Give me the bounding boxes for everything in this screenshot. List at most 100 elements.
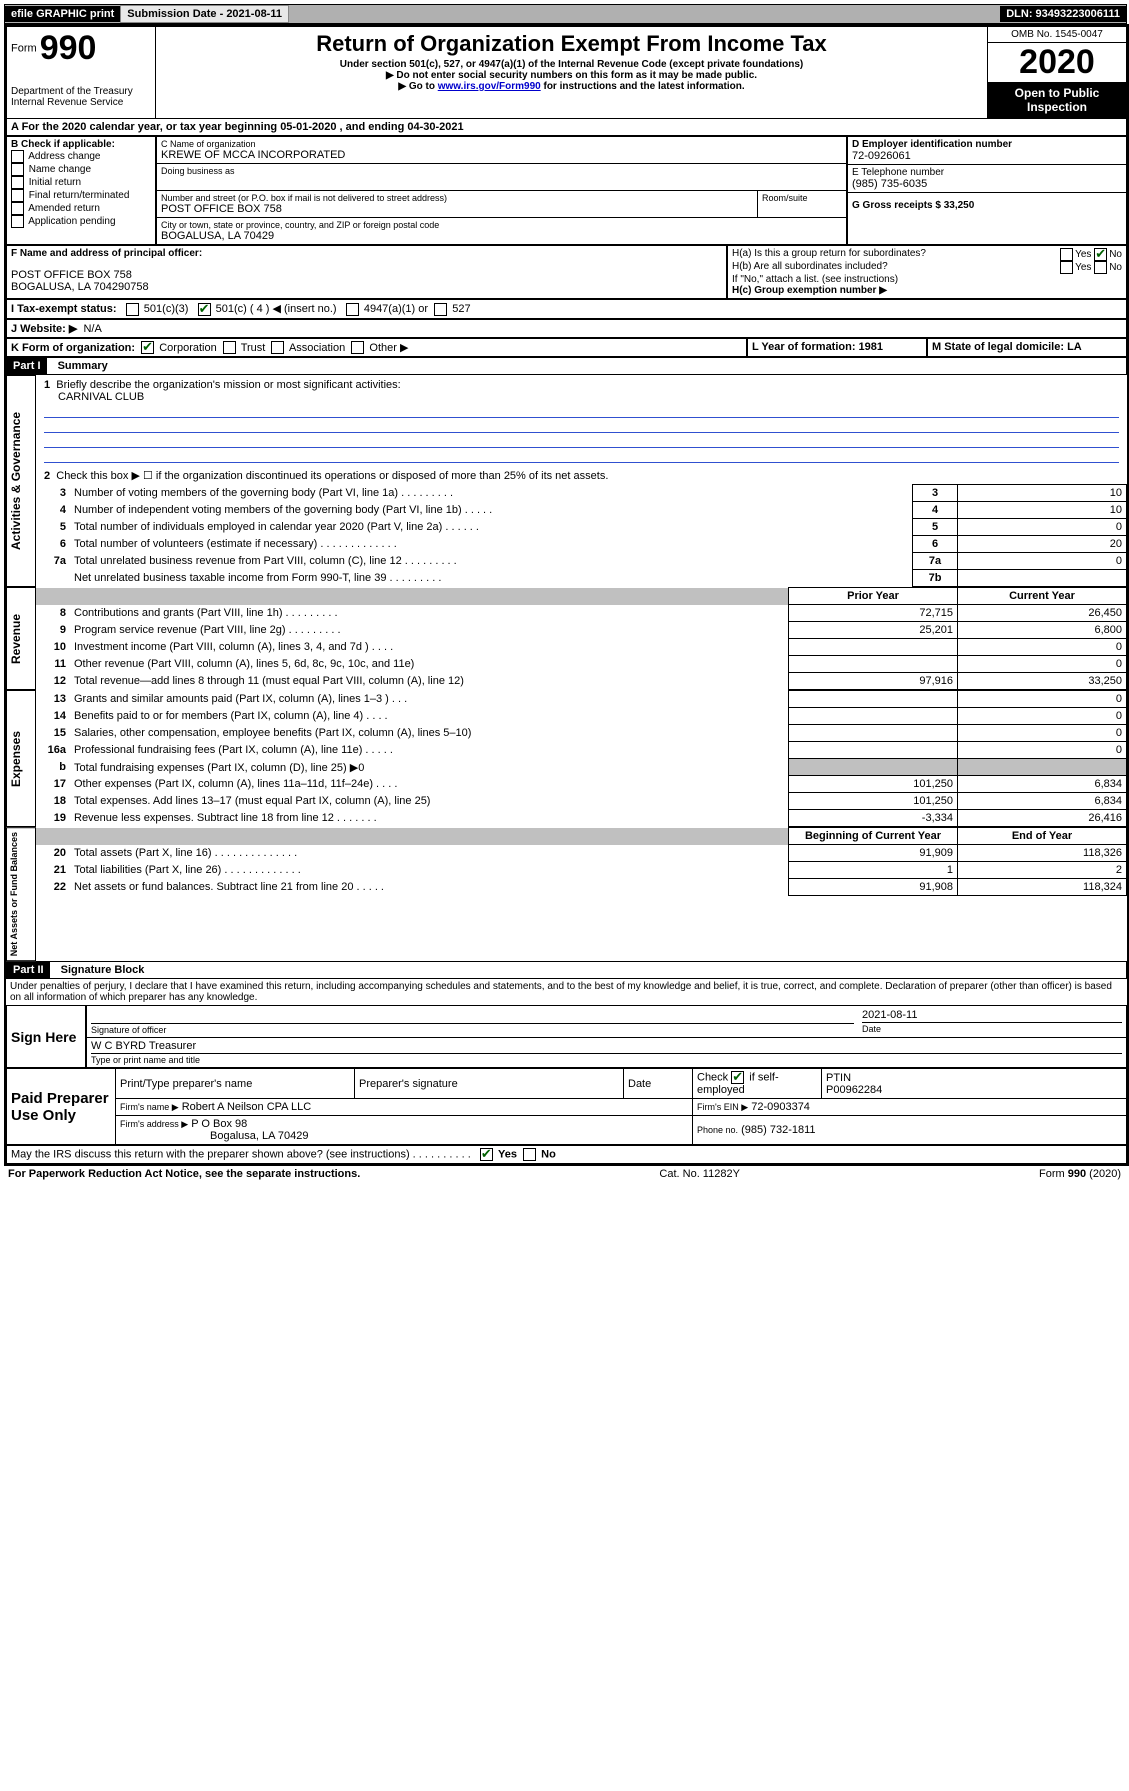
ein: 72-0926061 bbox=[852, 150, 1122, 162]
form-label: Form bbox=[11, 42, 37, 54]
col-print: Print/Type preparer's name bbox=[116, 1069, 355, 1099]
form-footer: Form 990 (2020) bbox=[1039, 1168, 1121, 1180]
date-label: Date bbox=[862, 1024, 1122, 1034]
h-note: If "No," attach a list. (see instruction… bbox=[732, 274, 1122, 285]
k-other[interactable] bbox=[351, 341, 364, 354]
city: BOGALUSA, LA 70429 bbox=[161, 230, 842, 242]
city-label: City or town, state or province, country… bbox=[161, 220, 842, 230]
note2-pre: ▶ Go to bbox=[398, 81, 437, 92]
period-a: A For the 2020 calendar year, or tax yea… bbox=[6, 119, 1127, 136]
b-opt[interactable] bbox=[11, 163, 24, 176]
officer-name: W C BYRD Treasurer bbox=[91, 1040, 1122, 1052]
l1-label: Briefly describe the organization's miss… bbox=[56, 379, 400, 391]
j-label: J Website: ▶ bbox=[11, 323, 77, 335]
l2: Check this box ▶ ☐ if the organization d… bbox=[56, 470, 608, 482]
l-year: L Year of formation: 1981 bbox=[747, 338, 927, 358]
side-exp: Expenses bbox=[6, 690, 36, 827]
part2-hdr: Part II bbox=[7, 962, 50, 978]
form-number: 990 bbox=[40, 29, 97, 67]
sig-date: 2021-08-11 bbox=[862, 1009, 1122, 1021]
d-label: D Employer identification number bbox=[852, 139, 1122, 150]
dept2: Internal Revenue Service bbox=[11, 97, 151, 108]
h-b: H(b) Are all subordinates included? bbox=[732, 261, 1060, 274]
firm-phone: (985) 732-1811 bbox=[741, 1124, 815, 1136]
i-501c3[interactable] bbox=[126, 303, 139, 316]
efile-button[interactable]: efile GRAPHIC print bbox=[5, 6, 120, 22]
addr: POST OFFICE BOX 758 bbox=[161, 203, 753, 215]
i-label: I Tax-exempt status: bbox=[11, 303, 117, 315]
note2-post: for instructions and the latest informat… bbox=[541, 81, 745, 92]
side-rev: Revenue bbox=[6, 587, 36, 690]
paid-prep: Paid Preparer Use Only bbox=[7, 1069, 116, 1145]
k-label: K Form of organization: bbox=[11, 342, 135, 354]
website: N/A bbox=[83, 323, 101, 335]
sign-here: Sign Here bbox=[7, 1006, 87, 1068]
preparer-table: Paid Preparer Use Only Print/Type prepar… bbox=[6, 1068, 1127, 1145]
omb: OMB No. 1545-0047 bbox=[988, 27, 1126, 43]
top-bar: efile GRAPHIC print Submission Date - 20… bbox=[4, 4, 1127, 24]
l1-value: CARNIVAL CLUB bbox=[58, 391, 144, 403]
b-opt[interactable] bbox=[11, 150, 24, 163]
check-self: Check if self-employed bbox=[693, 1069, 822, 1099]
discuss: May the IRS discuss this return with the… bbox=[11, 1149, 471, 1161]
b-opt[interactable] bbox=[11, 176, 24, 189]
side-gov: Activities & Governance bbox=[6, 375, 36, 587]
perjury: Under penalties of perjury, I declare th… bbox=[6, 979, 1127, 1005]
firm-addr2: Bogalusa, LA 70429 bbox=[210, 1130, 308, 1142]
part1-hdr: Part I bbox=[7, 358, 47, 374]
g-gross: G Gross receipts $ 33,250 bbox=[852, 200, 974, 211]
ptin: P00962284 bbox=[826, 1084, 882, 1096]
sig-officer-label: Signature of officer bbox=[91, 1025, 854, 1035]
dln: DLN: 93493223006111 bbox=[1000, 6, 1126, 22]
col-sig: Preparer's signature bbox=[355, 1069, 624, 1099]
firm-name: Robert A Neilson CPA LLC bbox=[182, 1101, 311, 1113]
note1: ▶ Do not enter social security numbers o… bbox=[160, 70, 983, 81]
cat-no: Cat. No. 11282Y bbox=[659, 1168, 740, 1180]
expenses-table: 13Grants and similar amounts paid (Part … bbox=[36, 690, 1127, 827]
col-date: Date bbox=[624, 1069, 693, 1099]
i-527[interactable] bbox=[434, 303, 447, 316]
e-label: E Telephone number bbox=[852, 167, 1122, 178]
k-trust[interactable] bbox=[223, 341, 236, 354]
summary-top-table: 3Number of voting members of the governi… bbox=[36, 484, 1127, 587]
addr-label: Number and street (or P.O. box if mail i… bbox=[161, 193, 753, 203]
b-opt[interactable] bbox=[11, 202, 24, 215]
subtitle: Under section 501(c), 527, or 4947(a)(1)… bbox=[160, 59, 983, 70]
discuss-yes[interactable] bbox=[480, 1148, 493, 1161]
hb-no[interactable] bbox=[1094, 261, 1107, 274]
h-a: H(a) Is this a group return for subordin… bbox=[732, 248, 1060, 261]
f-line1: POST OFFICE BOX 758 bbox=[11, 269, 722, 281]
m-state: M State of legal domicile: LA bbox=[927, 338, 1127, 358]
paperwork: For Paperwork Reduction Act Notice, see … bbox=[8, 1168, 360, 1180]
dept1: Department of the Treasury bbox=[11, 86, 151, 97]
form990-link[interactable]: www.irs.gov/Form990 bbox=[438, 81, 541, 92]
firm-ein: 72-0903374 bbox=[751, 1101, 810, 1113]
ha-no[interactable] bbox=[1094, 248, 1107, 261]
submission-date: Submission Date - 2021-08-11 bbox=[120, 5, 289, 23]
b-opt[interactable] bbox=[11, 215, 24, 228]
side-net: Net Assets or Fund Balances bbox=[6, 827, 36, 961]
firm-addr1: P O Box 98 bbox=[191, 1118, 247, 1130]
section-b-label: B Check if applicable: bbox=[11, 139, 151, 150]
h-c: H(c) Group exemption number ▶ bbox=[732, 285, 1122, 296]
ha-yes[interactable] bbox=[1060, 248, 1073, 261]
revenue-table: Prior YearCurrent Year8Contributions and… bbox=[36, 587, 1127, 690]
type-name-label: Type or print name and title bbox=[91, 1055, 1122, 1065]
k-corp[interactable] bbox=[141, 341, 154, 354]
netassets-table: Beginning of Current YearEnd of Year20To… bbox=[36, 827, 1127, 896]
f-line2: BOGALUSA, LA 704290758 bbox=[11, 281, 722, 293]
i-4947[interactable] bbox=[346, 303, 359, 316]
hb-yes[interactable] bbox=[1060, 261, 1073, 274]
tax-year: 2020 bbox=[988, 43, 1126, 82]
k-assoc[interactable] bbox=[271, 341, 284, 354]
discuss-no[interactable] bbox=[523, 1148, 536, 1161]
org-name: KREWE OF MCCA INCORPORATED bbox=[161, 149, 842, 161]
footer: For Paperwork Reduction Act Notice, see … bbox=[4, 1166, 1125, 1182]
part2-title: Signature Block bbox=[53, 964, 145, 976]
signature-table: Sign Here Signature of officer 2021-08-1… bbox=[6, 1005, 1127, 1068]
self-emp-check[interactable] bbox=[731, 1071, 744, 1084]
i-501c[interactable] bbox=[198, 303, 211, 316]
telephone: (985) 735-6035 bbox=[852, 178, 1122, 190]
b-opt[interactable] bbox=[11, 189, 24, 202]
room-label: Room/suite bbox=[762, 193, 842, 203]
